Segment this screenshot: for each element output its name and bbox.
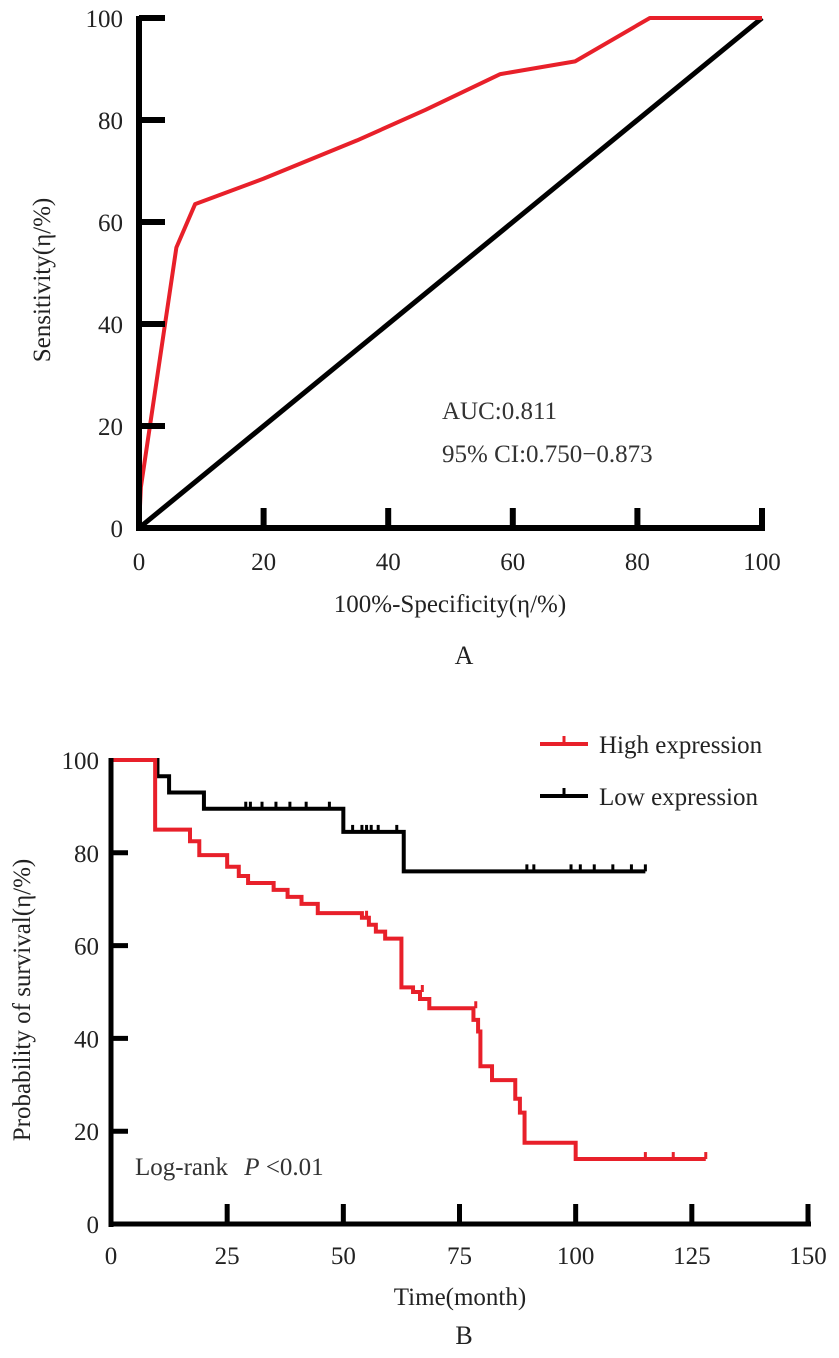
km-x-tick-label: 50 <box>331 1243 356 1270</box>
high-expression-curve <box>111 758 706 1162</box>
roc-curve <box>137 16 762 529</box>
roc-plot-area <box>137 16 764 530</box>
km-y-tick-label: 80 <box>74 841 99 868</box>
km-x-axis-title: Time(month) <box>394 1284 526 1311</box>
roc-y-tick-label: 40 <box>98 312 123 339</box>
low-expression-curve <box>111 758 646 874</box>
panel-label-b: B <box>455 1321 472 1350</box>
roc-y-tick-label: 100 <box>86 6 124 33</box>
km-y-tick-label: 40 <box>74 1026 99 1053</box>
km-panel: 0 20 40 60 80 100 0 25 50 75 100 125 150 Time(month)… <box>9 732 827 1350</box>
roc-tick-labels: 0 20 40 60 80 100 0 20 40 60 80 100 <box>86 6 781 576</box>
km-y-axis-title: Probability of survival(η/%) <box>9 859 36 1141</box>
km-tick-labels: 0 20 40 60 80 100 0 25 50 75 100 125 150 <box>62 748 827 1270</box>
roc-x-tick-label: 0 <box>133 549 146 576</box>
km-x-tick-label: 25 <box>215 1243 240 1270</box>
roc-y-tick-label: 60 <box>98 210 123 237</box>
roc-y-tick-label: 20 <box>98 414 123 441</box>
km-x-tick-label: 0 <box>105 1243 118 1270</box>
p-symbol: P <box>243 1154 259 1181</box>
log-rank-label: Log-rank <box>135 1154 229 1181</box>
km-x-tick-label: 150 <box>789 1243 827 1270</box>
km-y-tick-label: 60 <box>74 934 99 961</box>
km-x-tick-label: 75 <box>447 1243 472 1270</box>
legend-high-expression-label: High expression <box>599 732 763 759</box>
roc-x-tick-label: 40 <box>376 549 401 576</box>
legend-low-expression-label: Low expression <box>599 784 758 811</box>
roc-x-tick-label: 80 <box>625 549 650 576</box>
roc-x-axis-title: 100%-Specificity(η/%) <box>334 591 566 618</box>
roc-axes <box>136 15 765 531</box>
km-axes <box>108 758 811 1227</box>
roc-y-axis-title: Sensitivity(η/%) <box>29 198 56 362</box>
p-value: <0.01 <box>266 1154 324 1181</box>
km-y-tick-label: 0 <box>87 1212 100 1239</box>
roc-y-tick-label: 80 <box>98 108 123 135</box>
roc-x-tick-label: 20 <box>251 549 276 576</box>
log-rank-annotation: Log-rank P <0.01 <box>135 1154 324 1181</box>
km-x-tick-label: 125 <box>673 1243 711 1270</box>
km-y-tick-label: 20 <box>74 1119 99 1146</box>
reference-line <box>137 16 764 530</box>
roc-panel: 0 20 40 60 80 100 0 20 40 60 80 100 100%-Specificit… <box>29 6 781 670</box>
panel-label-a: A <box>455 641 474 670</box>
roc-x-tick-label: 60 <box>500 549 525 576</box>
km-legend: High expression Low expression <box>540 732 763 811</box>
km-x-tick-label: 100 <box>557 1243 595 1270</box>
auc-annotation: AUC:0.811 <box>442 398 557 425</box>
roc-y-tick-label: 0 <box>111 516 124 543</box>
km-y-tick-label: 100 <box>62 748 100 775</box>
km-plot-area <box>111 758 708 1162</box>
roc-x-tick-label: 100 <box>743 549 781 576</box>
ci-annotation: 95% CI:0.750−0.873 <box>442 441 653 468</box>
